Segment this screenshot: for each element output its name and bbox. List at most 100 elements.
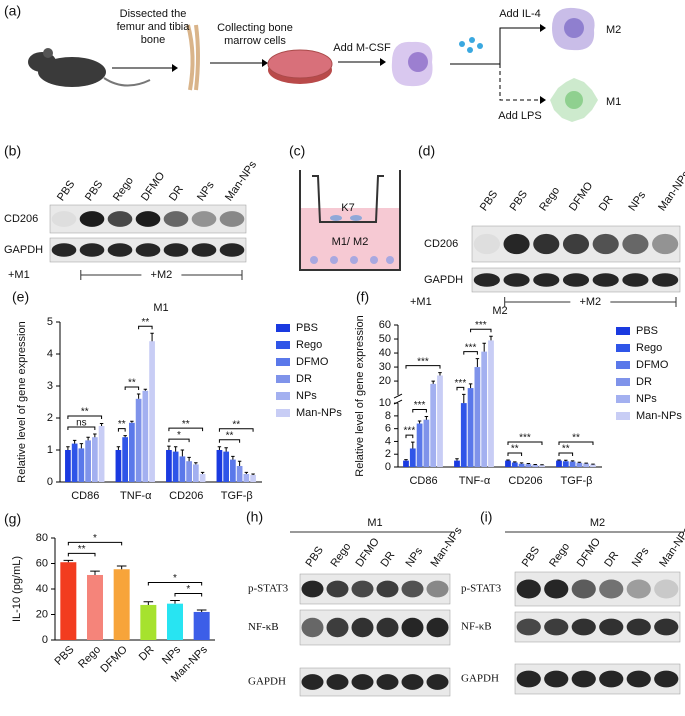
bar (474, 367, 481, 467)
x-tick-label: TNF-α (459, 475, 491, 487)
bar (243, 474, 250, 482)
bar (583, 463, 590, 467)
significance-label: ** (572, 433, 580, 444)
x-tick-label: NPs (160, 643, 184, 667)
blot-band (326, 674, 349, 690)
error-bar (455, 458, 459, 461)
lane-label: DFMO (567, 180, 596, 214)
blot-band (426, 617, 449, 638)
step-text: Add LPS (498, 110, 541, 122)
bar (192, 464, 199, 482)
y-tick-label: 60 (379, 319, 391, 331)
error-bar (411, 441, 415, 449)
group-label: +M1 (410, 296, 432, 308)
group-line (80, 270, 243, 280)
bar (481, 351, 488, 467)
error-bar (200, 471, 205, 474)
significance-bracket (470, 328, 492, 333)
lane-label: PBS (304, 544, 326, 569)
significance-bracket (558, 452, 574, 456)
y-tick-label: 30 (379, 361, 391, 373)
error-bar (475, 358, 480, 368)
blot-band (135, 211, 161, 227)
bar (467, 388, 474, 467)
blot-strip (514, 611, 681, 643)
significance-label: *** (417, 356, 429, 367)
significance-bracket (147, 581, 203, 586)
error-bar (180, 449, 185, 457)
row-label: GAPDH (4, 244, 43, 256)
bar (576, 462, 583, 467)
step-text: bone (141, 34, 165, 46)
error-bar (136, 393, 141, 399)
transwell (299, 170, 401, 271)
bar (423, 419, 430, 467)
significance-label: ** (232, 419, 240, 430)
error-bar (99, 422, 104, 426)
cell-label: M2 (606, 24, 621, 36)
error-bar (150, 332, 154, 342)
blot-band (592, 273, 619, 287)
y-axis-title: Relative level of gene expression (354, 315, 366, 476)
bar (186, 461, 192, 482)
significance-bracket (507, 441, 543, 445)
bar (115, 450, 122, 482)
error-bar (116, 565, 127, 570)
blot-band (571, 618, 596, 636)
significance-bracket (168, 427, 204, 432)
y-tick-label: 3 (47, 380, 53, 392)
bar (556, 460, 562, 467)
significance-bracket (117, 428, 126, 432)
error-bar (196, 609, 207, 612)
error-bar (170, 599, 180, 604)
y-axis-title: Relative level of gene expression (16, 321, 28, 482)
y-tick-label: 60 (36, 557, 48, 569)
legend-label: Rego (636, 342, 662, 354)
blot-band (163, 243, 189, 257)
blot-band (654, 670, 679, 688)
x-tick-label: DR (137, 644, 157, 664)
significance-label: ** (226, 430, 234, 441)
bar (250, 474, 256, 482)
legend-label: PBS (636, 325, 658, 337)
blot-band (652, 273, 679, 287)
blot-band (79, 211, 105, 227)
lane-label: Man-NPs (223, 159, 259, 204)
y-tick-label: 4 (47, 348, 53, 360)
panel-label: (c) (289, 143, 305, 159)
bar (140, 604, 157, 640)
bar (223, 451, 230, 482)
y-tick-label: 6 (385, 423, 391, 435)
row-label: CD206 (4, 213, 38, 225)
blot-band (401, 617, 424, 638)
blot-band (622, 233, 649, 255)
error-bar (526, 462, 531, 465)
step-text: marrow cells (224, 35, 286, 47)
legend-swatch (616, 378, 630, 386)
x-tick-label: CD206 (169, 490, 203, 502)
lane-label: NPs (195, 179, 217, 203)
blot-band (599, 670, 624, 688)
y-tick-label: 80 (36, 532, 48, 544)
blot-band (351, 580, 374, 598)
significance-label: ** (78, 544, 86, 555)
error-bar (431, 380, 435, 384)
blot-band (135, 243, 161, 257)
blot-band (326, 617, 349, 638)
blot-band (163, 211, 189, 227)
blot-band (533, 233, 560, 255)
bar (65, 450, 71, 482)
blot-band (426, 674, 449, 690)
error-bar (224, 447, 228, 452)
row-label: GAPDH (248, 676, 286, 688)
significance-bracket (67, 541, 123, 546)
step-text: Add IL-4 (499, 8, 541, 20)
bar (562, 461, 569, 467)
lane-label: DFMO (575, 536, 604, 570)
x-tick-label: CD86 (71, 490, 99, 502)
row-label: p-STAT3 (248, 583, 289, 595)
blot-band (562, 273, 590, 287)
legend-swatch (276, 324, 290, 332)
blot-band (51, 243, 77, 257)
